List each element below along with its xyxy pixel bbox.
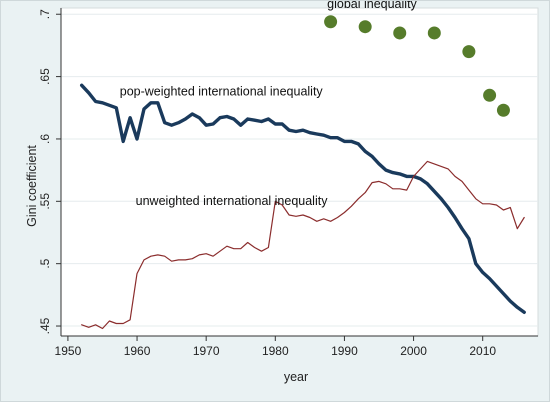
x-tick-label: 1970	[193, 344, 220, 358]
pop-weighted-international-inequality-line	[79, 83, 526, 314]
annotation-label: unweighted international inequality	[136, 194, 329, 208]
y-ticks: .45 .5 .55 .6 .65 .7	[38, 9, 61, 334]
global-inequality-point	[496, 103, 510, 117]
y-tick-label: .55	[38, 193, 52, 210]
x-tick-label: 1950	[55, 344, 82, 358]
x-tick-label: 1980	[262, 344, 289, 358]
y-tick-label: .45	[38, 317, 52, 334]
y-tick-label: .6	[38, 134, 52, 144]
unweighted-international-inequality-line	[81, 160, 525, 330]
x-axis-title: year	[284, 370, 308, 384]
global-inequality-point	[358, 20, 372, 34]
y-tick-label: .65	[38, 68, 52, 85]
x-ticks: 1950 1960 1970 1980 1990 2000 2010	[55, 336, 496, 358]
gridlines	[61, 13, 538, 327]
global-inequality-point	[427, 26, 441, 40]
global-inequality-point	[483, 88, 497, 102]
annotation-label: global inequality	[327, 1, 417, 11]
global-inequality-point	[393, 26, 407, 40]
x-tick-label: 1960	[124, 344, 151, 358]
axes	[60, 8, 538, 337]
x-tick-label: 2010	[469, 344, 496, 358]
y-tick-label: .5	[38, 258, 52, 268]
x-tick-label: 1990	[331, 344, 358, 358]
x-tick-label: 2000	[400, 344, 427, 358]
y-axis-title: Gini coefficient	[25, 145, 39, 227]
global-inequality-point	[462, 45, 476, 59]
annotations: global inequality pop-weighted internatio…	[120, 1, 418, 208]
global-inequality-point	[324, 15, 338, 29]
y-tick-label: .7	[38, 9, 52, 19]
annotation-label: pop-weighted international inequality	[120, 84, 324, 98]
plot-area	[60, 7, 539, 337]
series-layer	[79, 15, 526, 330]
